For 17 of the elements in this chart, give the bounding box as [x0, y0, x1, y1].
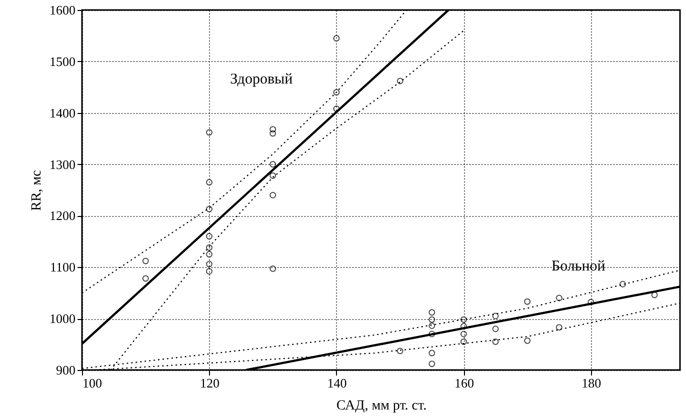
text: Здоровый — [230, 71, 293, 88]
y-tick-label: 1200 — [50, 208, 76, 224]
y-tick-label: 900 — [56, 362, 76, 378]
x-tick-label: 180 — [582, 376, 602, 390]
x-axis-title: САД, мм рт. ст. — [336, 398, 427, 414]
x-tick-label: 120 — [200, 376, 220, 390]
y-tick-label: 1600 — [50, 2, 76, 18]
y-axis-title: RR, мс — [30, 170, 44, 211]
x-tick-label: 140 — [327, 376, 347, 390]
series-label: Больной — [551, 258, 606, 275]
y-tick-label: 1300 — [50, 156, 76, 172]
x-tick-label: 100 — [82, 376, 102, 390]
y-tick-label: 1000 — [50, 311, 76, 326]
y-tick-label: 1400 — [50, 105, 76, 120]
y-tick-label: 1500 — [50, 54, 76, 69]
x-tick-label: 160 — [454, 376, 474, 390]
y-tick-label: 1100 — [50, 260, 76, 275]
